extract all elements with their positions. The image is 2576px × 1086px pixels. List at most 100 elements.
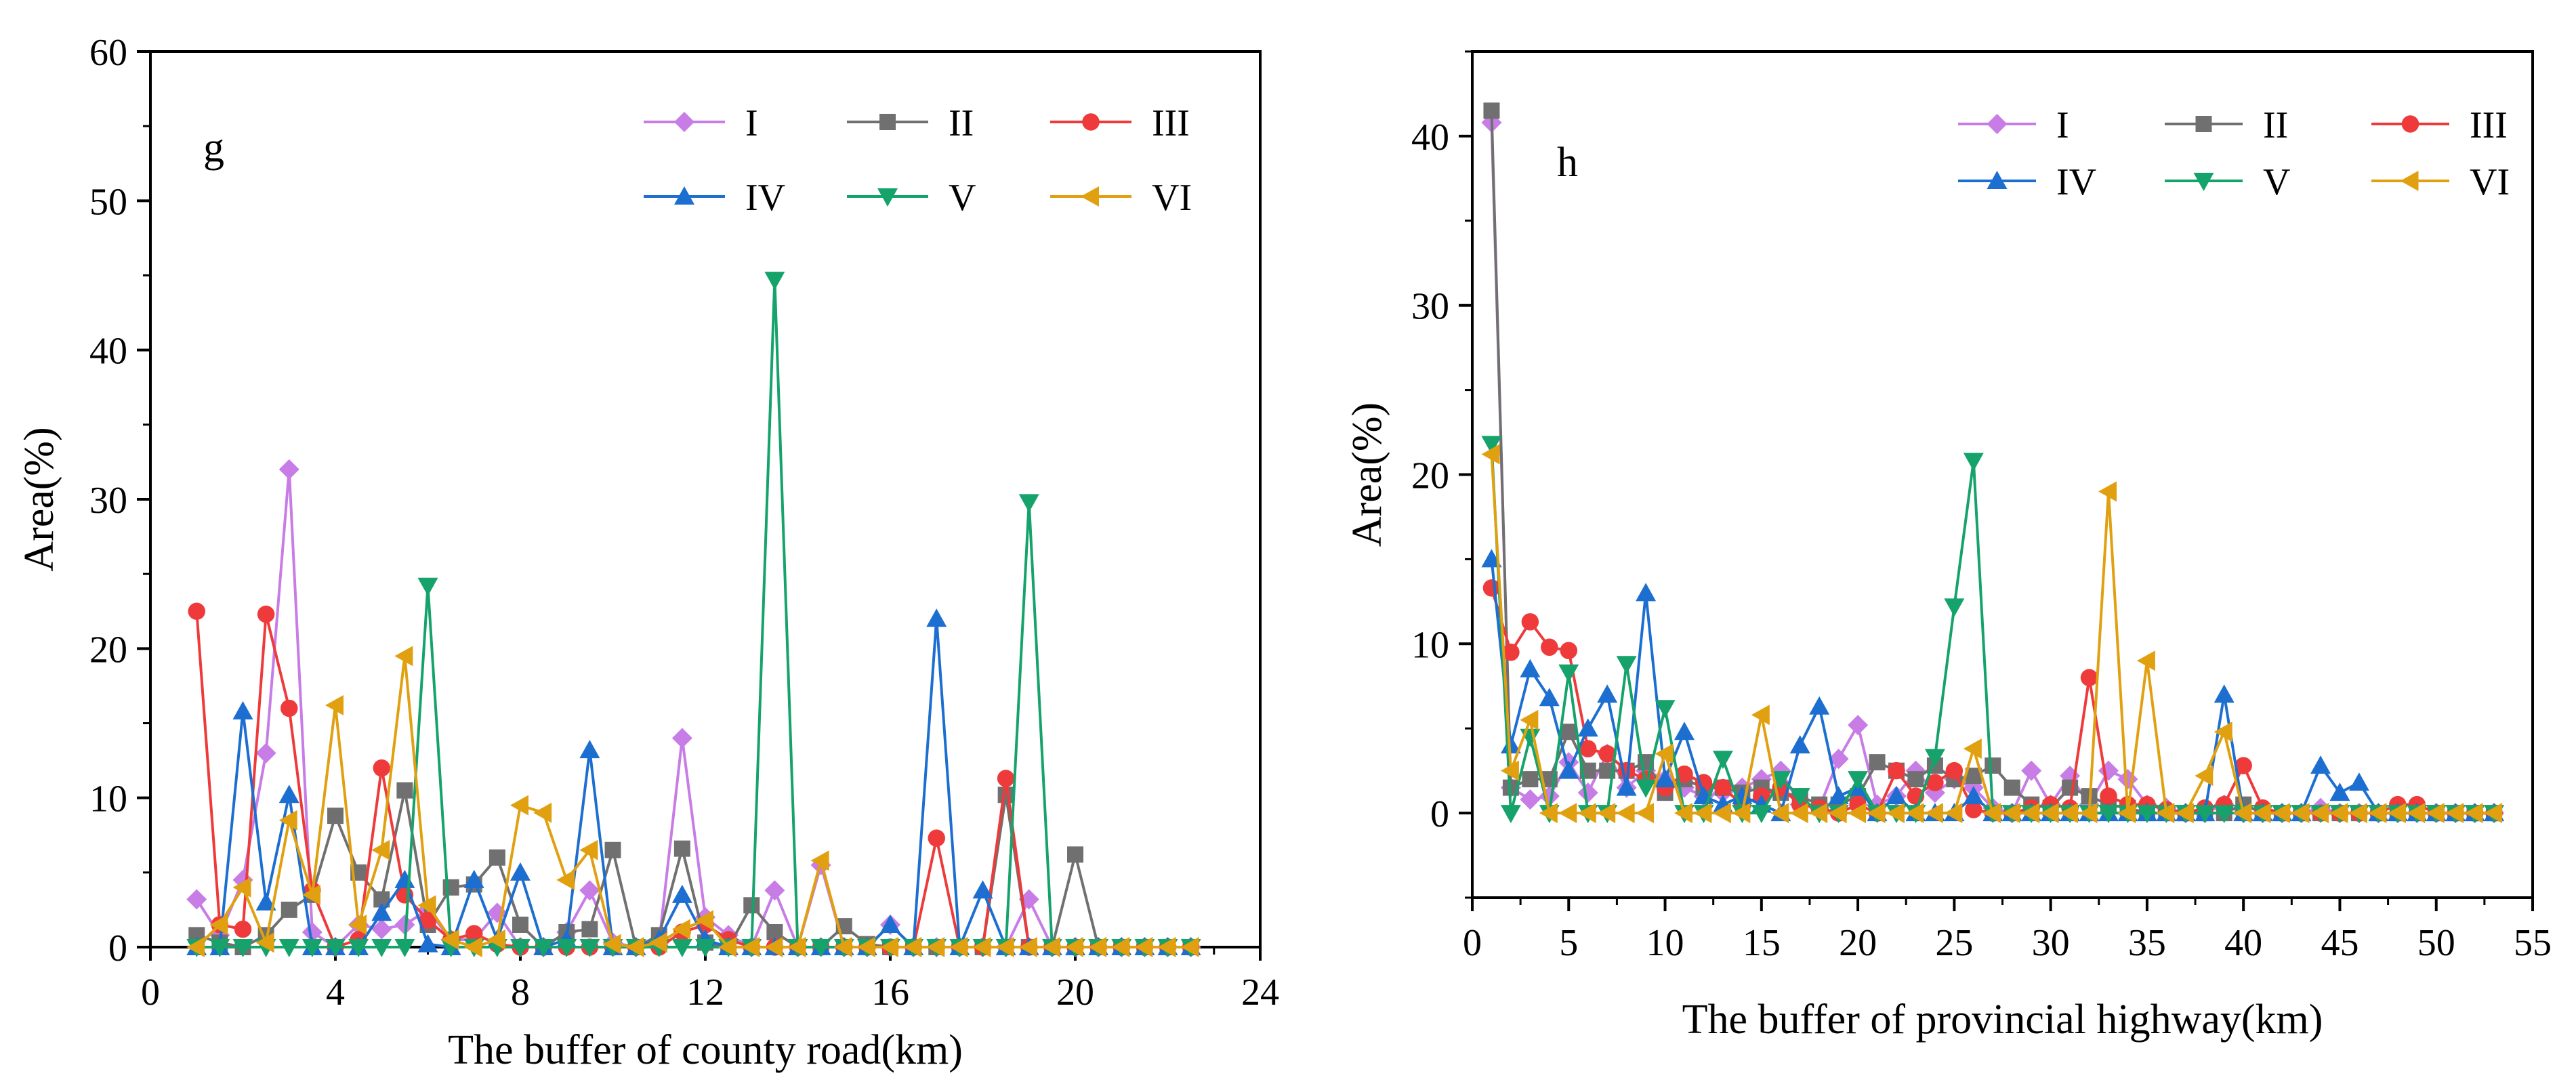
data-point-VI [556,869,575,890]
data-point-VI [2001,803,2020,824]
data-point-V [2098,805,2119,824]
data-point-V [1616,656,1637,675]
data-point-IV [1520,659,1541,677]
data-point-VI [671,919,690,940]
series-III [188,602,1200,956]
data-point-I [186,889,207,910]
legend-marker [1082,113,1100,131]
data-point-IV [1655,769,1676,788]
data-point-II [1985,757,2001,774]
y-tick-label: 10 [89,778,127,820]
data-point-V [1770,771,1791,790]
x-tick-label: 8 [511,972,530,1014]
data-point-I [1520,789,1541,810]
data-point-IV [417,934,438,953]
legend-item-IV: IV [1958,161,2096,203]
data-point-III [257,605,275,623]
legend-marker [674,186,694,205]
data-point-VI [186,937,205,957]
legend-label: IV [2056,161,2096,203]
x-tick-label: 10 [1646,922,1684,964]
data-point-V [325,939,346,957]
series-II [1483,102,2503,822]
data-point-VI [1905,803,1924,824]
legend-item-II: II [847,102,974,144]
data-point-VI [741,937,760,957]
data-point-II [743,897,760,914]
data-point-V [1018,494,1039,513]
data-point-IV [1886,786,1907,805]
data-point-I [579,880,600,901]
data-point-V [579,939,600,957]
data-point-III [2100,787,2117,805]
x-tick-label: 0 [1463,922,1482,964]
data-point-VI [764,937,783,957]
data-point-VI [2387,803,2406,824]
data-point-VI [209,914,228,935]
data-point-III [2080,669,2098,687]
data-point-VI [2233,803,2252,824]
series-line-I [195,467,1191,948]
data-point-IV [463,869,484,888]
data-point-VI [255,932,274,953]
series-line-VI [195,654,1191,948]
data-point-II [1067,846,1083,863]
data-point-VI [1732,803,1751,824]
data-point-VI [2368,803,2387,824]
data-point-VI [1655,743,1674,764]
data-point-VI [1597,803,1616,824]
legend-label: III [2470,104,2508,146]
data-point-III [1945,761,1964,780]
data-point-IV [1539,688,1560,707]
data-point-VI [325,695,344,716]
series-line-I [1490,122,2495,815]
data-point-V [1963,453,1984,472]
legend-marker [1987,114,2008,134]
data-point-VI [648,932,667,953]
data-point-VI [486,929,505,950]
x-tick-label: 55 [2514,922,2552,964]
legend-item-I: I [1958,104,2069,146]
data-point-VI [995,937,1014,957]
data-point-V [302,939,323,957]
data-point-VI [510,795,528,816]
data-point-VI [2329,803,2348,824]
data-point-IV [1500,735,1521,754]
series-VI [1481,444,2503,824]
data-point-VI [1558,803,1577,824]
x-tick-label: 50 [2417,922,2455,964]
x-tick-label: 35 [2128,922,2166,964]
data-point-I [255,743,276,764]
data-point-II [581,921,598,938]
data-point-VI [579,839,598,860]
x-tick-label: 4 [326,972,345,1014]
x-tick-label: 40 [2224,922,2262,964]
data-point-VI [1809,803,1828,824]
data-point-V [510,939,531,957]
data-point-II [489,849,505,866]
data-point-VI [2195,766,2214,787]
data-point-III [1502,644,1520,661]
data-point-V [209,939,230,957]
data-point-VI [2272,803,2291,824]
data-point-V [810,939,831,957]
data-point-I [278,459,299,480]
data-point-IV [1789,735,1810,754]
data-point-VI [1577,803,1596,824]
y-tick-label: 0 [1430,793,1449,835]
data-point-VI [1867,803,1886,824]
data-point-VI [440,929,459,950]
legend-label: V [2263,161,2290,203]
data-point-VI [2021,803,2040,824]
data-point-III [373,759,390,777]
data-point-IV [278,785,299,803]
data-point-VI [1751,705,1770,726]
data-point-V [695,939,715,957]
x-axis-label: The buffer of provincial highway(km) [1682,997,2323,1043]
data-point-VI [718,937,737,957]
data-point-VI [2060,803,2079,824]
data-point-VI [602,934,621,955]
